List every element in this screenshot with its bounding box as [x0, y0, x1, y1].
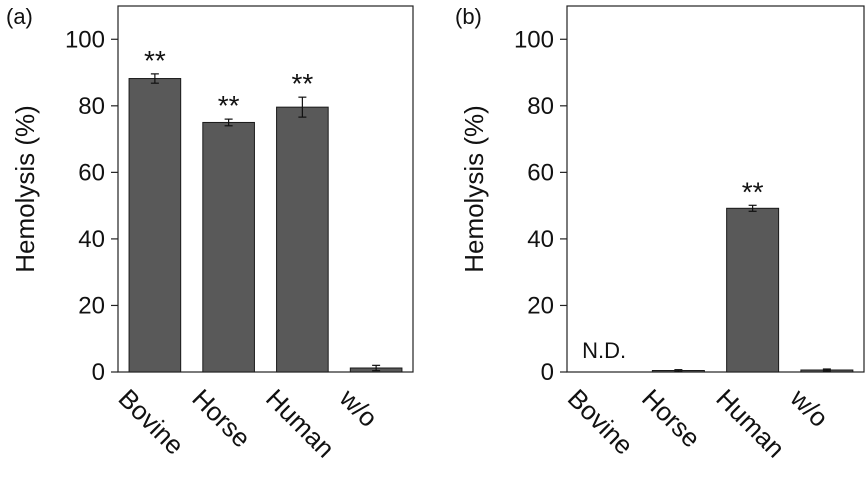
significance-marker: **: [291, 68, 313, 99]
x-tick-label: w/o: [333, 382, 384, 433]
chart-panel-b: (b) 0 20 40 60 80 100 Hemolysis (%) N.D. BovineHo…: [455, 4, 865, 464]
significance-marker: **: [144, 45, 166, 76]
bar-bovine: [128, 78, 182, 373]
bar-horse: [202, 121, 255, 373]
y-tick-label: 20: [527, 292, 554, 319]
plot-frame: [117, 5, 414, 373]
y-tick-label: 40: [527, 226, 554, 253]
bar-human: [276, 106, 329, 373]
significance-marker: **: [742, 176, 764, 207]
y-axis-label: Hemolysis (%): [459, 105, 489, 273]
panel-label: (a): [6, 4, 33, 29]
chart-panel-a: (a) 0 20 40 60 80 100 Hemolysis (%) ** Bovine ** Ho…: [6, 4, 414, 464]
bar-human: [726, 207, 780, 373]
x-tick-label: Human: [710, 383, 790, 463]
y-tick-label: 80: [527, 93, 554, 120]
y-tick-label: 0: [541, 359, 554, 386]
significance-marker: **: [218, 90, 240, 121]
x-tick-label: Human: [260, 383, 340, 463]
x-tick-label: w/o: [784, 382, 835, 433]
y-tick-label: 80: [78, 93, 105, 120]
x-tick-label: Horse: [186, 383, 256, 453]
y-tick-label: 20: [78, 292, 105, 319]
plot-frame: [566, 5, 865, 373]
y-tick-label: 60: [78, 159, 105, 186]
y-tick-label: 100: [514, 26, 554, 53]
y-tick-label: 60: [527, 159, 554, 186]
panel-label: (b): [455, 4, 482, 29]
not-determined-label: N.D.: [582, 338, 626, 363]
y-tick-label: 40: [78, 226, 105, 253]
x-tick-label: Bovine: [113, 383, 190, 460]
x-tick-label: Horse: [636, 383, 706, 453]
y-tick-label: 0: [92, 359, 105, 386]
y-tick-label: 100: [65, 26, 105, 53]
x-tick-label: Bovine: [562, 383, 639, 460]
y-axis-label: Hemolysis (%): [10, 105, 40, 273]
